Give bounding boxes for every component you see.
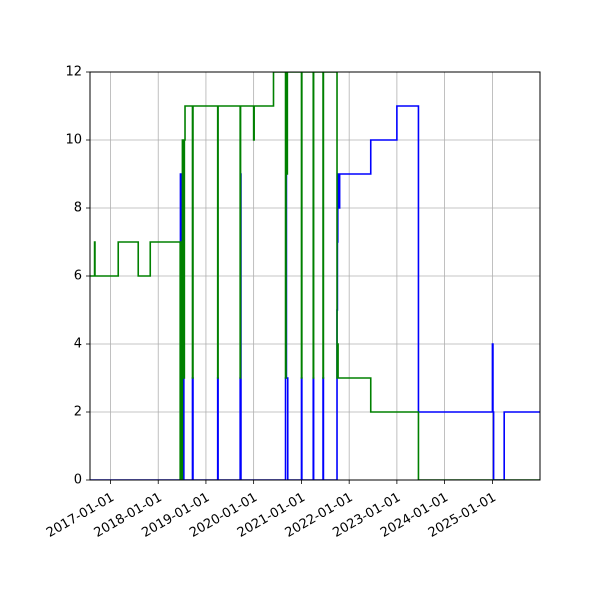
y-tick-label: 10 (65, 133, 82, 148)
series-group (90, 72, 540, 480)
y-tick-label: 4 (74, 337, 82, 352)
y-tick-label: 8 (74, 201, 82, 216)
y-tick-label: 0 (74, 473, 82, 488)
series-line-2 (90, 72, 540, 480)
y-tick-label: 6 (74, 269, 82, 284)
y-tick-label: 2 (74, 405, 82, 420)
y-tick-label: 12 (65, 65, 82, 80)
